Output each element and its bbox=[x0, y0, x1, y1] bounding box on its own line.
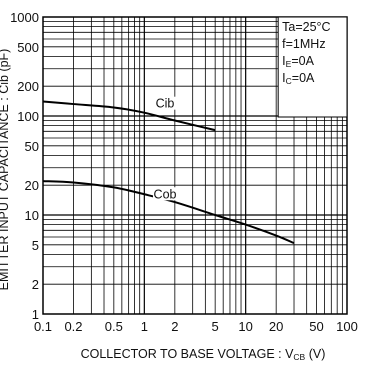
x-tick-label: 10 bbox=[238, 319, 252, 334]
y-tick-label: 100 bbox=[17, 109, 39, 124]
series-layer: Cib Cob bbox=[42, 96, 295, 245]
y-tick-label: 2 bbox=[32, 277, 39, 292]
series-label-cib: Cib bbox=[156, 97, 175, 111]
x-tick-label: 20 bbox=[269, 319, 283, 334]
conditions-box: Ta=25°C f=1MHz IE=0A IC=0A bbox=[277, 16, 348, 118]
y-tick-label: 1000 bbox=[10, 10, 39, 25]
plot-frame bbox=[42, 16, 348, 315]
y-tick-label: 5 bbox=[32, 238, 39, 253]
series-line-cib bbox=[42, 100, 216, 132]
x-axis-label: COLLECTOR TO BASE VOLTAGE : VCB (V) bbox=[81, 347, 326, 362]
series-label-bg bbox=[153, 96, 178, 110]
x-tick-label: 0.2 bbox=[64, 319, 82, 334]
condition-text: IE=0A bbox=[282, 54, 314, 69]
x-tick-labels: 0.1 0.2 0.5 1 2 5 10 20 50 100 bbox=[34, 319, 358, 334]
x-tick-label: 1 bbox=[141, 319, 148, 334]
y-tick-label: 10 bbox=[25, 208, 39, 223]
x-tick-label: 100 bbox=[336, 319, 358, 334]
x-tick-label: 2 bbox=[171, 319, 178, 334]
y-tick-label: 1 bbox=[32, 307, 39, 322]
y-tick-labels: 1 2 5 10 20 50 100 200 500 1000 bbox=[10, 10, 39, 322]
x-tick-label: 0.5 bbox=[105, 319, 123, 334]
condition-text: Ta=25°C bbox=[282, 20, 330, 34]
series-label-cob: Cob bbox=[154, 187, 177, 201]
condition-text: f=1MHz bbox=[282, 37, 325, 51]
conditions-frame bbox=[277, 16, 348, 118]
y-tick-label: 50 bbox=[25, 139, 39, 154]
condition-text: IC=0A bbox=[282, 71, 315, 86]
y-axis-label: EMITTER INPUT CAPACITANCE : Cib (pF) bbox=[0, 49, 11, 291]
y-tick-label: 200 bbox=[17, 79, 39, 94]
y-tick-label: 500 bbox=[17, 40, 39, 55]
y-tick-label: 20 bbox=[25, 178, 39, 193]
x-tick-label: 0.1 bbox=[34, 319, 52, 334]
x-tick-label: 5 bbox=[212, 319, 219, 334]
x-tick-label: 50 bbox=[309, 319, 323, 334]
series-line-cob bbox=[42, 180, 295, 245]
series-label-bg bbox=[153, 187, 178, 201]
